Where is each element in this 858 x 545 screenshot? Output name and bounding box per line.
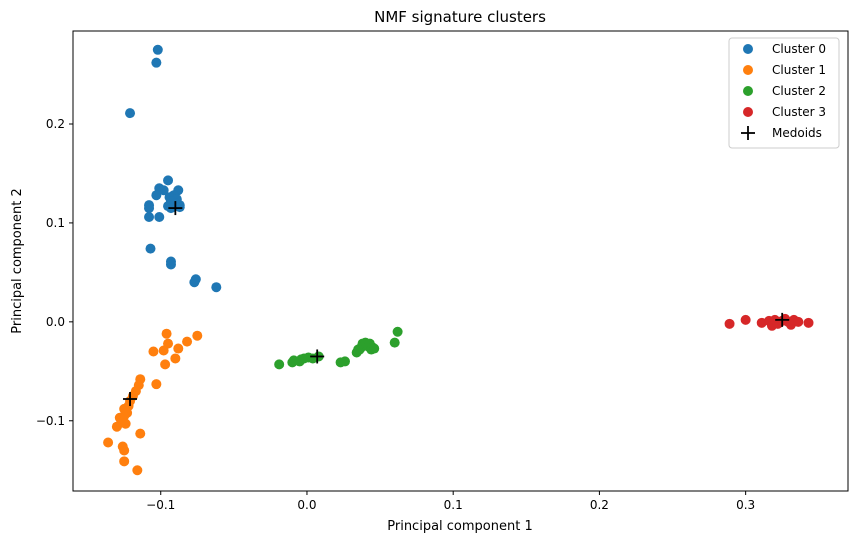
- cluster-1-point: [743, 65, 753, 75]
- legend-item-cluster-0: Cluster 0: [743, 42, 826, 56]
- cluster-0-point: [211, 282, 222, 293]
- cluster-0-point: [152, 44, 163, 55]
- cluster-0-point: [154, 211, 165, 222]
- cluster-1-point: [119, 456, 130, 467]
- cluster-3-series: [724, 313, 814, 331]
- cluster-3-point: [743, 107, 753, 117]
- cluster-1-point: [192, 330, 203, 341]
- medoid-marker: [775, 312, 790, 327]
- cluster-1-point: [132, 465, 143, 476]
- cluster-2-point: [274, 359, 285, 370]
- cluster-0-point: [151, 190, 162, 201]
- legend: Cluster 0 Cluster 1 Cluster 2 Cluster 3 Medo…: [728, 37, 840, 149]
- cluster-2-series: [274, 326, 403, 370]
- y-tick-label: 0.2: [46, 117, 65, 131]
- cluster-0-point: [145, 243, 156, 254]
- cluster-1-point: [170, 353, 181, 364]
- cluster-1-point: [161, 328, 172, 339]
- cluster-2-point: [339, 356, 350, 367]
- cluster-1-point: [119, 445, 130, 456]
- x-tick-label: 0.2: [590, 498, 609, 512]
- cluster-2-point: [389, 337, 400, 348]
- cluster-0-point: [174, 202, 185, 213]
- x-tick-label: 0.1: [444, 498, 463, 512]
- medoid-marker: [741, 126, 755, 140]
- cluster-1-point: [103, 437, 114, 448]
- cluster-0-point: [125, 108, 136, 119]
- y-tick-label: 0.0: [46, 315, 65, 329]
- cluster-1-point: [160, 359, 171, 370]
- cluster-3-point: [803, 317, 814, 328]
- legend-item-cluster-2: Cluster 2: [743, 84, 826, 98]
- cluster-3-point: [793, 316, 804, 327]
- y-axis-label: Principal component 2: [10, 188, 25, 333]
- cluster-0-point: [743, 44, 753, 54]
- cluster-3-point: [724, 318, 735, 329]
- medoid-marker: [310, 349, 325, 364]
- legend-item-cluster-1: Cluster 1: [743, 63, 826, 77]
- cluster-0-series: [125, 44, 222, 293]
- chart-title: NMF signature clusters: [374, 8, 546, 26]
- medoids-series: [123, 201, 790, 406]
- cluster-1-series: [103, 328, 203, 476]
- medoid-marker: [168, 201, 183, 216]
- legend-frame: [728, 37, 840, 149]
- axes-frame: [72, 30, 849, 492]
- cluster-1-point: [111, 421, 122, 432]
- x-tick-label: −0.1: [146, 498, 175, 512]
- cluster-2-point: [392, 326, 403, 337]
- legend-label: Cluster 3: [772, 105, 826, 119]
- cluster-2-point: [369, 343, 380, 354]
- cluster-0-point: [151, 57, 162, 68]
- medoid-marker: [123, 392, 138, 406]
- cluster-1-point: [135, 428, 146, 439]
- cluster-1-point: [148, 346, 159, 357]
- cluster-1-point: [151, 379, 162, 390]
- legend-item-medoids: Medoids: [741, 126, 822, 140]
- legend-label: Cluster 1: [772, 63, 826, 77]
- plot-area: [103, 44, 814, 476]
- x-axis-label: Principal component 1: [387, 519, 532, 534]
- legend-label: Cluster 0: [772, 42, 826, 56]
- legend-item-cluster-3: Cluster 3: [743, 105, 826, 119]
- legend-label: Cluster 2: [772, 84, 826, 98]
- cluster-0-point: [189, 277, 200, 288]
- y-tick-label: 0.1: [46, 216, 65, 230]
- cluster-1-point: [182, 336, 193, 347]
- cluster-0-point: [163, 175, 174, 186]
- y-axis: −0.1 0.0 0.1 0.2: [36, 117, 73, 428]
- cluster-0-point: [144, 211, 155, 222]
- cluster-0-point: [144, 203, 155, 214]
- cluster-3-point: [740, 314, 751, 325]
- cluster-2-point: [743, 86, 753, 96]
- cluster-1-point: [173, 343, 184, 354]
- x-tick-label: 0.0: [297, 498, 316, 512]
- cluster-0-point: [158, 185, 169, 196]
- x-tick-label: 0.3: [736, 498, 755, 512]
- y-tick-label: −0.1: [36, 414, 65, 428]
- cluster-0-point: [165, 259, 176, 270]
- legend-label: Medoids: [772, 126, 822, 140]
- x-axis: −0.1 0.0 0.1 0.2 0.3: [146, 491, 755, 512]
- cluster-1-point: [158, 345, 169, 356]
